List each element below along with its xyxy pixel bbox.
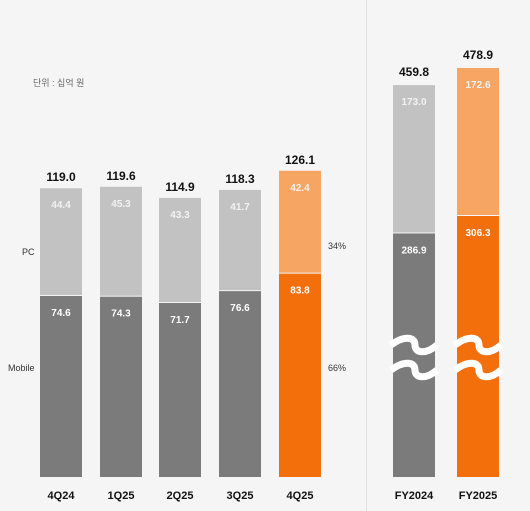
unit-label: 단위 : 십억 원: [33, 78, 85, 88]
bar-pc-2q25: [159, 197, 201, 303]
bar-mobile-4q24: [40, 295, 82, 477]
value-label-pc-fy2024: 173.0: [401, 97, 426, 108]
value-label-mobile-fy2024: 286.9: [401, 245, 426, 256]
x-tick-label-4q25: 4Q25: [287, 490, 314, 502]
chart-divider: [366, 0, 367, 511]
value-label-mobile-1q25: 74.3: [111, 309, 131, 320]
total-label-2q25: 114.9: [165, 180, 195, 194]
value-label-pc-2q25: 43.3: [170, 210, 190, 221]
value-label-mobile-fy2025: 306.3: [465, 228, 490, 239]
x-tick-label-2q25: 2Q25: [167, 490, 194, 502]
bar-mobile-1q25: [100, 296, 142, 477]
x-tick-label-3q25: 3Q25: [227, 490, 254, 502]
value-label-mobile-4q25: 83.8: [290, 286, 310, 297]
bar-mobile-2q25: [159, 303, 201, 477]
share-label-pc: 34%: [328, 241, 347, 251]
value-label-mobile-3q25: 76.6: [230, 303, 250, 314]
total-label-1q25: 119.6: [106, 169, 136, 183]
bar-pc-1q25: [100, 186, 142, 296]
bar-pc-3q25: [219, 189, 261, 291]
total-label-fy2025: 478.9: [463, 48, 493, 62]
share-label-mobile: 66%: [328, 363, 347, 373]
axis-break-wave-fy2025-2: [452, 359, 504, 381]
x-tick-label-4q24: 4Q24: [48, 490, 76, 502]
value-label-pc-fy2025: 172.6: [465, 80, 490, 91]
value-label-mobile-4q24: 74.6: [51, 308, 71, 319]
bar-pc-fy2025: [457, 68, 499, 215]
axis-break-wave-fy2024-2: [388, 359, 440, 381]
axis-break-wave-fy2025-1: [452, 334, 504, 356]
value-label-mobile-2q25: 71.7: [170, 315, 190, 326]
x-tick-label-fy2025: FY2025: [459, 490, 498, 502]
bar-pc-4q24: [40, 188, 82, 295]
x-tick-label-1q25: 1Q25: [108, 490, 135, 502]
value-label-pc-4q24: 44.4: [51, 200, 71, 211]
bar-pc-4q25: [279, 170, 321, 273]
row-label-pc: PC: [22, 247, 35, 257]
row-label-mobile: Mobile: [8, 363, 35, 373]
bar-mobile-fy2024: [393, 233, 435, 477]
x-tick-label-fy2024: FY2024: [395, 490, 434, 502]
bar-mobile-3q25: [219, 291, 261, 477]
value-label-pc-3q25: 41.7: [230, 202, 250, 213]
value-label-pc-4q25: 42.4: [290, 183, 310, 194]
bar-mobile-4q25: [279, 273, 321, 477]
total-label-4q24: 119.0: [46, 170, 76, 184]
bar-pc-fy2024: [393, 85, 435, 233]
value-label-pc-1q25: 45.3: [111, 199, 131, 210]
axis-break-wave-fy2024-1: [388, 334, 440, 356]
total-label-4q25: 126.1: [285, 153, 315, 167]
total-label-3q25: 118.3: [225, 172, 255, 186]
total-label-fy2024: 459.8: [399, 65, 429, 79]
